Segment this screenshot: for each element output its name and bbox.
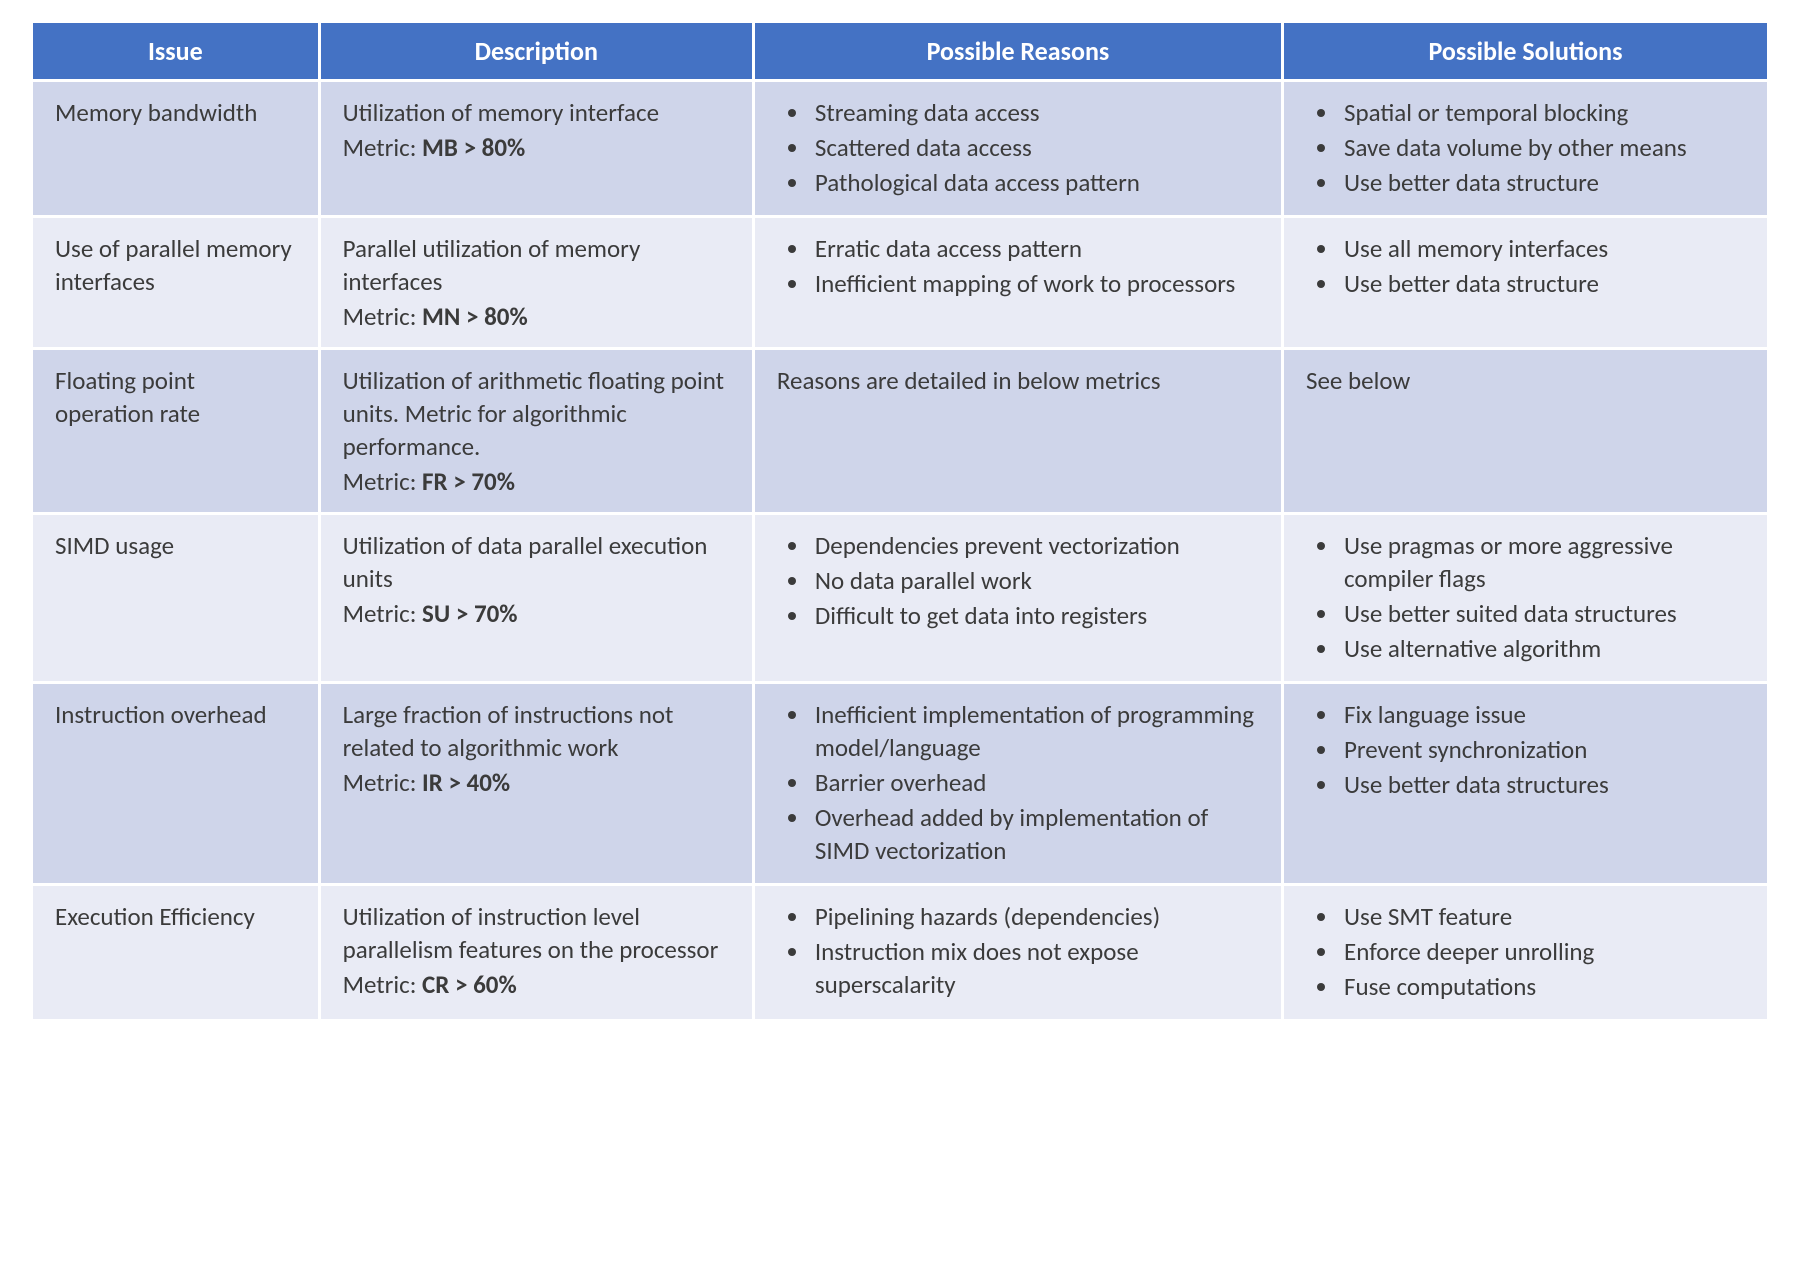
metric-value: IR > 40%	[422, 767, 510, 798]
list-item: Prevent synchronization	[1340, 733, 1745, 766]
cell-solutions: Use pragmas or more aggressive compiler …	[1284, 515, 1767, 681]
table-row: Floating point operation rate Utilization…	[33, 350, 1767, 512]
cell-description: Utilization of arithmetic floating point…	[321, 350, 752, 512]
metric-prefix: Metric:	[343, 132, 422, 163]
solutions-list: Use SMT featureEnforce deeper unrollingF…	[1306, 900, 1745, 1003]
reasons-list: Erratic data access patternInefficient m…	[777, 232, 1259, 300]
list-item: Spatial or temporal blocking	[1340, 96, 1745, 129]
metric-prefix: Metric:	[343, 301, 422, 332]
table-header-row: Issue Description Possible Reasons Possi…	[33, 23, 1767, 79]
metric-value: MB > 80%	[422, 132, 525, 163]
table-row: SIMD usage Utilization of data parallel e…	[33, 515, 1767, 681]
list-item: Use better suited data structures	[1340, 597, 1745, 630]
list-item: Use better data structure	[1340, 166, 1745, 199]
list-item: Scattered data access	[811, 131, 1259, 164]
metric-value: SU > 70%	[422, 598, 517, 629]
cell-reasons: Reasons are detailed in below metrics	[755, 350, 1281, 512]
cell-reasons: Erratic data access patternInefficient m…	[755, 218, 1281, 347]
reasons-list: Inefficient implementation of programmin…	[777, 698, 1259, 867]
list-item: Inefficient mapping of work to processor…	[811, 267, 1259, 300]
column-header-solutions: Possible Solutions	[1284, 23, 1767, 79]
metric-line: Metric: IR > 40%	[343, 766, 730, 799]
metric-line: Metric: MN > 80%	[343, 300, 730, 333]
cell-issue: Instruction overhead	[33, 684, 318, 883]
cell-reasons: Dependencies prevent vectorizationNo dat…	[755, 515, 1281, 681]
solutions-list: Spatial or temporal blockingSave data vo…	[1306, 96, 1745, 199]
description-text: Parallel utilization of memory interface…	[343, 232, 730, 298]
cell-description: Utilization of data parallel execution u…	[321, 515, 752, 681]
cell-issue: SIMD usage	[33, 515, 318, 681]
cell-issue: Memory bandwidth	[33, 82, 318, 215]
description-text: Utilization of memory interface	[343, 96, 730, 129]
column-header-issue: Issue	[33, 23, 318, 79]
list-item: Instruction mix does not expose supersca…	[811, 935, 1259, 1001]
reasons-list: Streaming data accessScattered data acce…	[777, 96, 1259, 199]
cell-description: Parallel utilization of memory interface…	[321, 218, 752, 347]
cell-reasons: Streaming data accessScattered data acce…	[755, 82, 1281, 215]
list-item: Fix language issue	[1340, 698, 1745, 731]
reasons-list: Dependencies prevent vectorizationNo dat…	[777, 529, 1259, 632]
cell-solutions: See below	[1284, 350, 1767, 512]
list-item: Erratic data access pattern	[811, 232, 1259, 265]
list-item: No data parallel work	[811, 564, 1259, 597]
list-item: Enforce deeper unrolling	[1340, 935, 1745, 968]
metric-prefix: Metric:	[343, 767, 422, 798]
cell-description: Large fraction of instructions not relat…	[321, 684, 752, 883]
solutions-list: Use pragmas or more aggressive compiler …	[1306, 529, 1745, 665]
metric-prefix: Metric:	[343, 969, 422, 1000]
list-item: Streaming data access	[811, 96, 1259, 129]
metric-prefix: Metric:	[343, 466, 422, 497]
table-row: Execution Efficiency Utilization of instr…	[33, 886, 1767, 1019]
list-item: Overhead added by implementation of SIMD…	[811, 801, 1259, 867]
list-item: Save data volume by other means	[1340, 131, 1745, 164]
metric-value: CR > 60%	[422, 969, 517, 1000]
description-text: Utilization of instruction level paralle…	[343, 900, 730, 966]
table-row: Use of parallel memory interfaces Paralle…	[33, 218, 1767, 347]
cell-issue: Use of parallel memory interfaces	[33, 218, 318, 347]
reasons-list: Pipelining hazards (dependencies)Instruc…	[777, 900, 1259, 1001]
metric-line: Metric: MB > 80%	[343, 131, 730, 164]
description-text: Utilization of arithmetic floating point…	[343, 364, 730, 463]
performance-issues-table: Issue Description Possible Reasons Possi…	[30, 20, 1770, 1022]
list-item: Use better data structures	[1340, 768, 1745, 801]
cell-issue: Execution Efficiency	[33, 886, 318, 1019]
cell-reasons: Inefficient implementation of programmin…	[755, 684, 1281, 883]
solutions-list: Fix language issuePrevent synchronizatio…	[1306, 698, 1745, 801]
cell-solutions: Fix language issuePrevent synchronizatio…	[1284, 684, 1767, 883]
cell-description: Utilization of memory interfaceMetric: M…	[321, 82, 752, 215]
cell-description: Utilization of instruction level paralle…	[321, 886, 752, 1019]
list-item: Use alternative algorithm	[1340, 632, 1745, 665]
list-item: Barrier overhead	[811, 766, 1259, 799]
list-item: Use all memory interfaces	[1340, 232, 1745, 265]
table-row: Memory bandwidthUtilization of memory in…	[33, 82, 1767, 215]
column-header-description: Description	[321, 23, 752, 79]
description-text: Utilization of data parallel execution u…	[343, 529, 730, 595]
list-item: Use pragmas or more aggressive compiler …	[1340, 529, 1745, 595]
list-item: Fuse computations	[1340, 970, 1745, 1003]
metric-prefix: Metric:	[343, 598, 422, 629]
list-item: Pathological data access pattern	[811, 166, 1259, 199]
list-item: Pipelining hazards (dependencies)	[811, 900, 1259, 933]
column-header-reasons: Possible Reasons	[755, 23, 1281, 79]
cell-solutions: Use SMT featureEnforce deeper unrollingF…	[1284, 886, 1767, 1019]
metric-line: Metric: FR > 70%	[343, 465, 730, 498]
list-item: Difficult to get data into registers	[811, 599, 1259, 632]
metric-value: MN > 80%	[422, 301, 528, 332]
cell-solutions: Spatial or temporal blockingSave data vo…	[1284, 82, 1767, 215]
list-item: Use better data structure	[1340, 267, 1745, 300]
description-text: Large fraction of instructions not relat…	[343, 698, 730, 764]
cell-issue: Floating point operation rate	[33, 350, 318, 512]
cell-solutions: Use all memory interfacesUse better data…	[1284, 218, 1767, 347]
metric-line: Metric: CR > 60%	[343, 968, 730, 1001]
table-row: Instruction overhead Large fraction of in…	[33, 684, 1767, 883]
list-item: Use SMT feature	[1340, 900, 1745, 933]
metric-line: Metric: SU > 70%	[343, 597, 730, 630]
list-item: Dependencies prevent vectorization	[811, 529, 1259, 562]
metric-value: FR > 70%	[422, 466, 515, 497]
cell-reasons: Pipelining hazards (dependencies)Instruc…	[755, 886, 1281, 1019]
list-item: Inefficient implementation of programmin…	[811, 698, 1259, 764]
solutions-list: Use all memory interfacesUse better data…	[1306, 232, 1745, 300]
